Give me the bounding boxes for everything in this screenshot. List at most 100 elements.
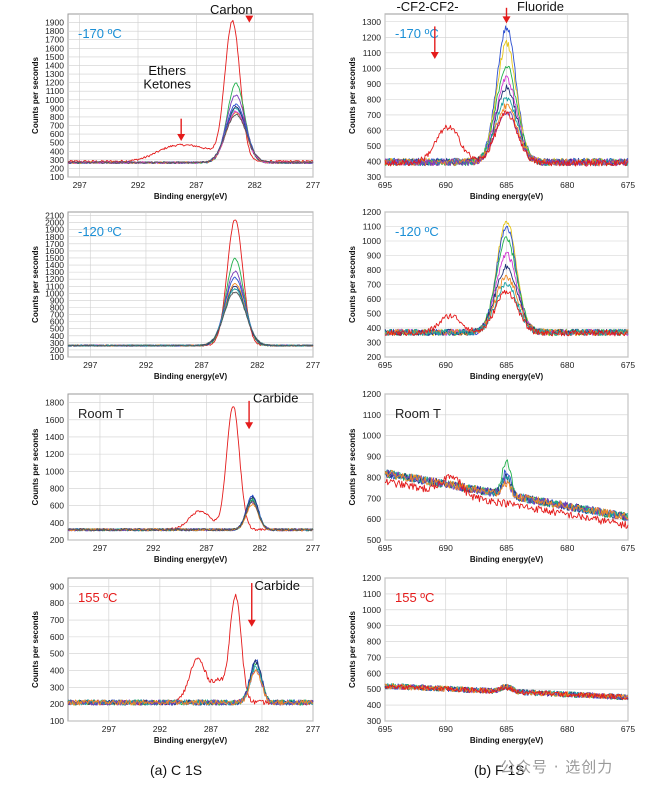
x-tick-label: 277 [306,180,320,190]
y-tick-label: 1400 [45,432,64,442]
y-tick-label: 1300 [45,267,64,277]
y-tick-label: 400 [367,323,381,333]
x-tick-label: 287 [204,724,218,734]
x-tick-label: 282 [255,724,269,734]
x-axis-label: Binding energy(eV) [470,736,544,745]
y-tick-label: 800 [367,472,381,482]
y-tick-label: 900 [367,621,381,631]
x-tick-label: 297 [73,180,87,190]
x-tick-label: 685 [499,543,513,553]
y-tick-label: 800 [50,302,64,312]
x-tick-label: 292 [153,724,167,734]
y-tick-label: 500 [50,138,64,148]
y-tick-label: 700 [367,280,381,290]
y-tick-label: 1400 [45,260,64,270]
x-tick-label: 287 [189,180,203,190]
annotation-label: Carbide [255,578,301,593]
chart-f1s-rt: 500 600 700 800 900 1000 1100 1200 695 690 685 680 6… [348,389,635,564]
y-tick-label: 1200 [45,449,64,459]
y-tick-label: 1500 [45,52,64,62]
y-tick-label: 1200 [362,32,381,42]
x-axis-label: Binding energy(eV) [154,555,228,564]
series-line-orange [384,469,629,520]
y-tick-label: 1900 [45,18,64,28]
y-tick-label: 1100 [363,48,382,58]
x-tick-label: 297 [83,360,97,370]
y-tick-label: 200 [50,535,64,545]
x-tick-label: 695 [378,724,392,734]
y-tick-label: 1000 [362,431,381,441]
series-line-gray [67,113,314,164]
watermark-text: 公众号 · 选创力 [500,758,614,776]
y-tick-label: 1800 [45,232,64,242]
temperature-label: Room T [395,406,441,421]
x-tick-label: 297 [102,724,116,734]
y-tick-label: 800 [50,483,64,493]
y-tick-label: 900 [367,452,381,462]
annotation-arrow-head [247,619,256,627]
y-tick-label: 500 [367,141,381,151]
x-tick-label: 695 [378,543,392,553]
y-tick-label: 1900 [45,225,64,235]
x-tick-label: 690 [439,724,453,734]
series-line-red [384,289,629,337]
y-axis-label: Counts per seconds [348,611,357,688]
x-tick-label: 675 [621,180,635,190]
y-tick-label: 400 [50,146,64,156]
series-line-teal [384,282,629,336]
temperature-label: -120 ºC [78,224,122,239]
y-tick-label: 400 [367,156,381,166]
y-axis-label: Counts per seconds [348,57,357,134]
x-tick-label: 680 [560,724,574,734]
y-tick-label: 1600 [45,43,64,53]
chart-f1s-m170: 300 400 500 600 700 800 900 1000 1100 1200 1300 695… [348,0,635,201]
y-axis-label: Counts per seconds [31,57,40,134]
x-tick-label: 292 [146,543,160,553]
y-tick-label: 900 [367,79,381,89]
chart-c1s-rt: 200 400 600 800 1000 1200 1400 1600 1800 297 292 28… [31,391,320,564]
y-tick-label: 2100 [45,211,64,221]
y-tick-label: 1200 [45,78,64,88]
y-tick-label: 1800 [45,398,64,408]
caption-c1s: (a) C 1S [150,762,203,778]
y-tick-label: 1000 [362,605,381,615]
x-tick-label: 287 [195,360,209,370]
x-tick-label: 685 [499,180,513,190]
chart-c1s-m120: 1002003004005006007008009001000110012001… [31,211,320,381]
y-tick-label: 1000 [45,288,64,298]
x-tick-label: 287 [199,543,213,553]
x-axis-label: Binding energy(eV) [470,192,544,201]
series-line-purple [67,669,314,706]
y-tick-label: 300 [50,682,64,692]
y-tick-label: 1200 [362,389,381,399]
x-tick-label: 292 [139,360,153,370]
series-line-red [384,110,629,167]
x-tick-label: 675 [621,360,635,370]
x-tick-label: 277 [306,724,320,734]
y-tick-label: 1000 [45,95,64,105]
y-tick-label: 700 [367,652,381,662]
y-axis-label: Counts per seconds [31,611,40,688]
temperature-label: -170 ºC [78,26,122,41]
y-tick-label: 600 [50,501,64,511]
x-tick-label: 690 [439,360,453,370]
chart-f1s-m120: 200 300 400 500 600 700 800 900 1000 1100 1200 695 6… [348,207,635,381]
x-tick-label: 695 [378,180,392,190]
x-tick-label: 690 [439,543,453,553]
y-tick-label: 700 [367,493,381,503]
x-tick-label: 297 [93,543,107,553]
x-tick-label: 685 [499,724,513,734]
x-tick-label: 675 [621,724,635,734]
y-tick-label: 200 [367,352,381,362]
x-tick-label: 277 [306,543,320,553]
y-tick-label: 900 [50,581,64,591]
chart-c1s-m170: 1002003004005006007008009001000110012001… [31,2,320,201]
y-tick-label: 1100 [46,281,65,291]
y-axis-label: Counts per seconds [31,428,40,505]
x-tick-label: 675 [621,543,635,553]
y-tick-label: 400 [367,700,381,710]
chart-c1s-155: 100 200 300 400 500 600 700 800 900 297 292 287 282 2… [31,577,320,745]
y-tick-label: 900 [367,251,381,261]
y-tick-label: 1300 [362,17,381,27]
